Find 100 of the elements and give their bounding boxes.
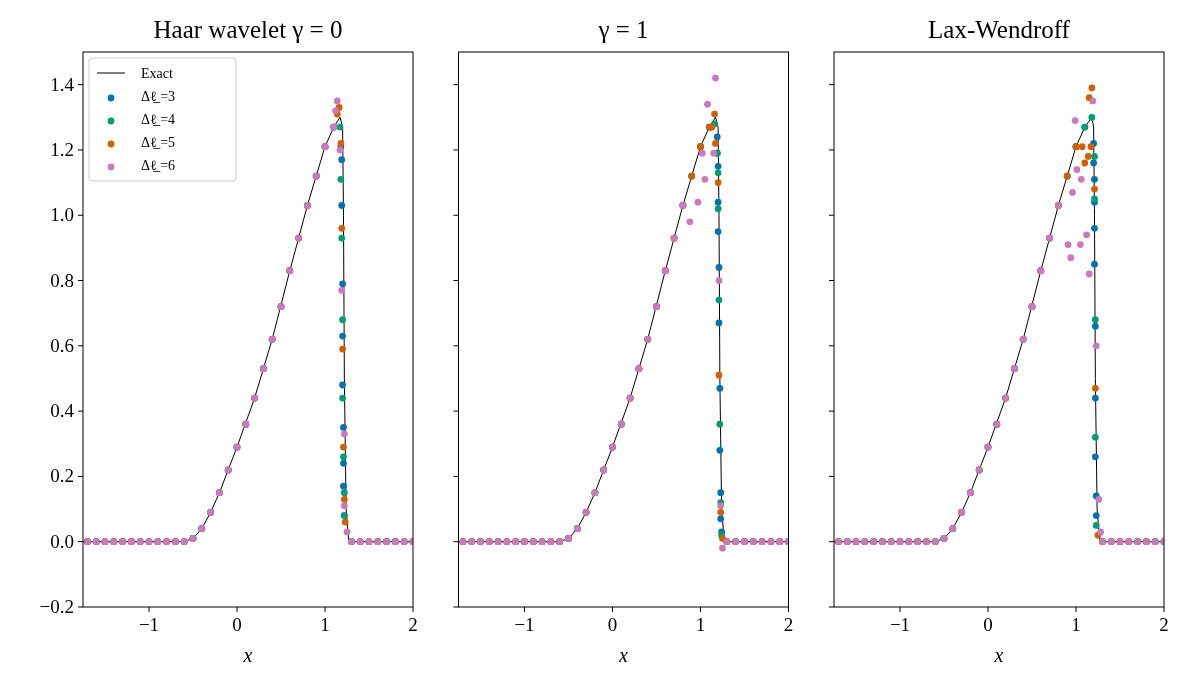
point [715,371,723,379]
point [1077,175,1085,183]
x-axis-title: x [618,644,629,666]
point [701,175,709,183]
y-tick-label: 0.8 [50,269,74,291]
point [1091,453,1099,461]
y-tick-label: 0.4 [50,400,75,422]
chart-title: Haar wavelet γ = 0 [153,16,343,43]
point [1083,231,1090,239]
y-tick-label: −0.2 [39,596,74,617]
point [714,198,722,206]
point [1091,185,1098,193]
point [337,175,345,183]
point [717,502,725,510]
point [339,316,346,324]
point [1087,143,1095,151]
x-tick-label: −1 [889,614,911,635]
point [340,482,347,490]
point [1078,143,1086,151]
point [340,495,348,503]
x-axis-title: x [242,644,253,666]
point [1067,254,1075,262]
x-tick-label: 0 [232,614,242,635]
x-tick-label: 0 [983,614,993,635]
x-tick-label: 1 [320,614,330,635]
point [1091,316,1099,324]
point [1088,84,1096,92]
point [715,277,723,284]
point [338,224,346,232]
x-tick-label: 2 [783,614,794,635]
point [337,140,345,147]
point [713,133,721,141]
point [1091,260,1098,268]
point [340,443,347,451]
point [714,205,722,213]
point [1084,153,1092,160]
point [1081,159,1089,167]
point [338,286,346,294]
point [1077,241,1084,248]
point [714,179,722,186]
x-tick-label: 2 [408,614,418,635]
point [686,218,694,226]
point [715,264,723,271]
point [716,446,724,454]
legend-label: Δℓ̲ =5 [141,135,176,150]
point [1091,394,1099,402]
point [1071,117,1079,124]
legend-label: Δℓ̲ =3 [141,89,176,104]
point [1073,166,1081,173]
point [714,228,722,235]
y-tick-label: 0.2 [50,465,74,487]
point [338,234,346,242]
point [716,384,724,392]
point [338,202,346,209]
point [1090,159,1097,167]
point [1091,322,1099,330]
point [1091,175,1098,183]
y-tick-label: 1.2 [50,138,74,160]
x-tick-label: 2 [1159,614,1169,635]
point [340,424,347,431]
x-tick-label: −1 [514,614,535,635]
point [341,518,349,526]
chart-title: Lax-Wendroff [928,16,1071,43]
point [1085,270,1093,278]
point [716,420,724,428]
point [1092,342,1100,350]
point [338,156,346,164]
point [1069,189,1076,196]
y-tick-label: 0.0 [50,530,74,552]
point [340,430,348,438]
point [339,332,346,340]
point [1091,153,1098,160]
point [1092,512,1100,519]
legend-label: Δℓ̲ =6 [141,158,176,173]
point [1091,224,1098,232]
x-tick-label: −1 [138,614,160,635]
point [1088,113,1096,121]
x-tick-label: 1 [695,614,706,635]
point [333,97,341,105]
point [717,515,725,523]
point [694,198,702,206]
y-tick-label: 0.6 [50,334,74,356]
point [714,162,722,170]
x-tick-label: 1 [1071,614,1081,635]
y-tick-label: 1.4 [50,73,75,95]
point [1092,522,1100,529]
point [343,528,351,536]
x-axis-title: x [993,644,1004,666]
point [717,489,725,497]
point [715,296,723,304]
point [339,345,346,353]
point [340,453,347,461]
point [698,149,706,157]
point [712,74,719,82]
point [336,123,344,131]
point [719,535,726,542]
point [715,319,723,327]
point [1064,241,1072,248]
point [339,381,346,389]
point [719,544,726,552]
